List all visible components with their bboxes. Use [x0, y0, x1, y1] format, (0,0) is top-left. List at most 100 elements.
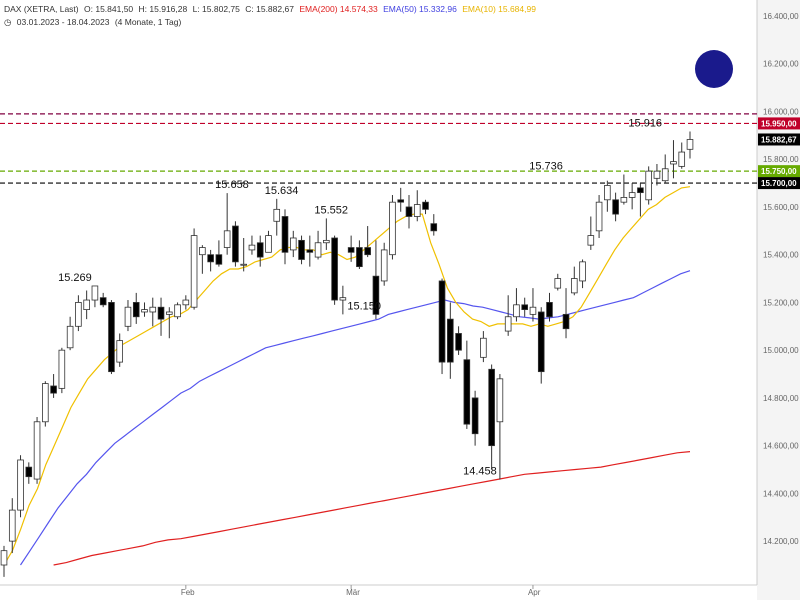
candle-body	[124, 306, 132, 327]
candle-body	[562, 313, 570, 330]
candle-body	[66, 325, 74, 349]
candle-body	[471, 397, 479, 435]
candle-body	[91, 285, 99, 301]
candle-body	[496, 378, 504, 423]
instrument-label: DAX (XETRA, Last)	[4, 4, 79, 14]
candle-body	[380, 249, 388, 282]
candle-body	[570, 278, 578, 294]
level-tag	[758, 117, 800, 130]
candle-body	[75, 302, 82, 327]
candle-body	[289, 237, 297, 251]
candle-body	[108, 302, 115, 373]
candle-body	[678, 151, 686, 167]
candle-body	[256, 242, 264, 258]
close-value: C: 15.882,67	[245, 4, 294, 14]
candle-body	[25, 466, 33, 478]
candle-body	[323, 239, 330, 244]
ema200-legend: EMA(200) 14.574,33	[299, 4, 378, 14]
candle-body	[132, 302, 140, 318]
level-tag-label: 15.700,00	[761, 179, 797, 188]
ema10-line	[3, 186, 691, 566]
candle-body	[240, 263, 247, 266]
candle-body	[331, 237, 338, 301]
annotation-label: 15.736	[529, 160, 563, 172]
candle-body	[529, 306, 537, 315]
level-tag-label: 15.750,00	[761, 167, 797, 176]
period-label: (4 Monate, 1 Tag)	[114, 17, 182, 27]
candle-body	[397, 199, 405, 203]
level-tag-label: 15.950,00	[761, 119, 797, 128]
candle-body	[149, 306, 157, 313]
candle-body	[653, 170, 661, 179]
candle-body	[314, 242, 322, 258]
annotation-label: 15.658	[215, 179, 249, 191]
y-tick-label: 16.000,00	[763, 107, 799, 116]
x-tick-label: Apr	[528, 588, 541, 597]
candle-body	[347, 247, 355, 253]
clock-icon: ◷	[4, 17, 12, 27]
candle-body	[537, 311, 545, 373]
candle-body	[248, 244, 256, 251]
candle-body	[447, 318, 454, 363]
candle-body	[579, 261, 586, 282]
candle-body	[604, 185, 611, 201]
candle-body	[339, 297, 347, 301]
candle-body	[438, 280, 446, 363]
candle-body	[521, 304, 528, 310]
high-value: H: 15.916,28	[138, 4, 188, 14]
y-tick-label: 16.200,00	[763, 60, 799, 69]
candle-body	[33, 421, 41, 480]
candle-body	[364, 247, 371, 256]
candle-body	[661, 168, 669, 182]
candle-body	[504, 316, 512, 332]
candle-body	[455, 333, 462, 351]
candle-body	[273, 208, 281, 222]
candle-body	[116, 340, 124, 363]
candle-body	[413, 204, 421, 217]
annotation-label: 14.458	[463, 466, 497, 478]
candle-body	[223, 230, 231, 248]
candle-body	[157, 306, 165, 320]
candle-body	[389, 201, 396, 256]
y-axis-panel	[757, 0, 800, 600]
candle-body	[207, 254, 214, 263]
open-value: O: 15.841,50	[84, 4, 134, 14]
level-tag	[758, 177, 800, 190]
y-tick-label: 15.000,00	[763, 346, 799, 355]
candle-body	[0, 550, 8, 566]
candle-body	[463, 359, 471, 425]
y-tick-label: 15.200,00	[763, 298, 799, 307]
low-value: L: 15.802,75	[192, 4, 240, 14]
candle-body	[166, 311, 173, 315]
candle-body	[182, 299, 190, 306]
y-tick-label: 14.800,00	[763, 394, 799, 403]
candle-body	[670, 161, 677, 165]
candle-body	[645, 170, 652, 201]
y-tick-label: 14.600,00	[763, 442, 799, 451]
candle-body	[620, 197, 628, 203]
candle-body	[554, 278, 562, 289]
candle-body	[587, 235, 595, 246]
y-tick-label: 15.400,00	[763, 251, 799, 260]
candle-body	[174, 304, 181, 318]
candle-body	[281, 216, 289, 253]
candle-body	[422, 201, 429, 210]
candle-body	[306, 249, 314, 253]
candle-body	[199, 247, 206, 256]
x-tick-label: Feb	[181, 588, 195, 597]
marker-circle	[695, 50, 733, 88]
ema10-legend: EMA(10) 15.684,99	[462, 4, 536, 14]
candle-body	[356, 247, 363, 268]
candle-body	[8, 509, 16, 542]
annotation-label: 15.150	[347, 300, 381, 312]
candle-body	[58, 349, 66, 389]
candle-body	[637, 187, 644, 194]
annotation-label: 15.552	[314, 204, 348, 216]
candle-body	[488, 368, 495, 447]
candle-body	[628, 192, 636, 198]
candle-body	[83, 299, 90, 310]
candle-body	[546, 302, 553, 318]
candle-body	[595, 201, 603, 232]
level-tag	[758, 165, 800, 178]
